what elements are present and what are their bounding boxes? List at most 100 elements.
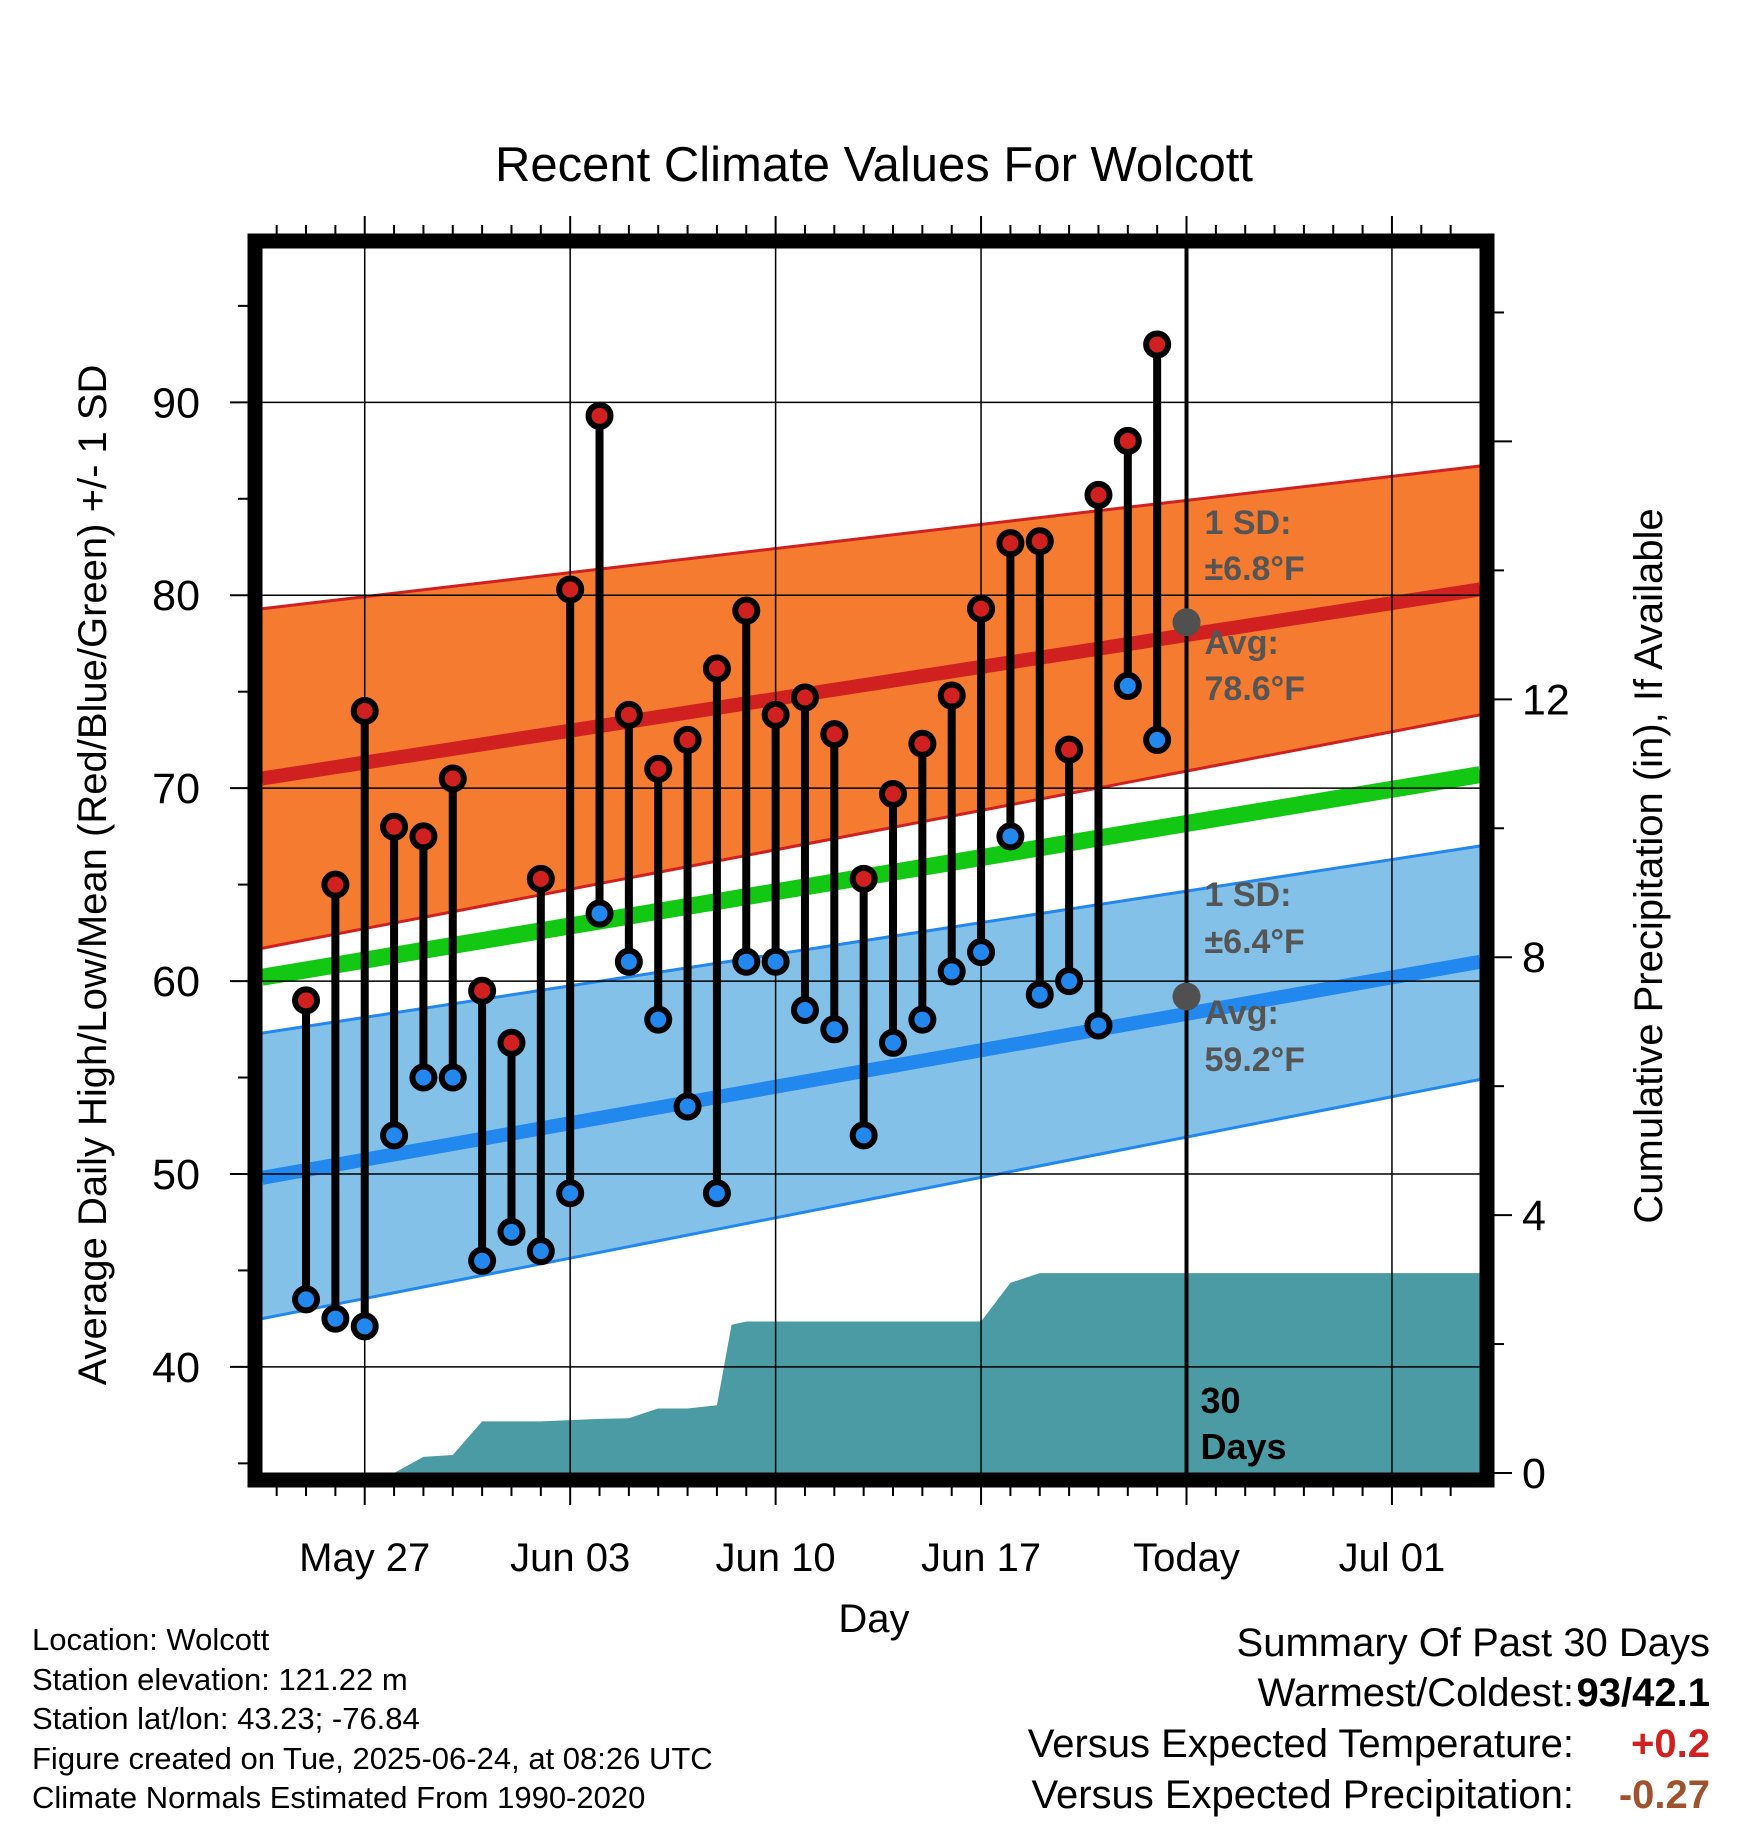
daily-low-point: [908, 1005, 937, 1034]
chart-title: Recent Climate Values For Wolcott: [495, 138, 1253, 192]
daily-low-point: [614, 947, 643, 976]
daily-high-point: [585, 401, 614, 430]
summary-row-extremes: Warmest/Coldest: 93/42.1: [950, 1668, 1710, 1719]
daily-high-point: [908, 729, 937, 758]
today-low-avg-marker: [1172, 982, 1201, 1011]
plot-area: 1 SD: ±6.8°F Avg: 78.6°F 1 SD: ±6.4°F Avg: 59.2…: [262, 248, 1480, 1473]
daily-high-point: [526, 864, 555, 893]
x-tick-label: Jul 01: [1339, 1536, 1446, 1580]
daily-low-point: [1143, 725, 1172, 754]
y2-tick-label: 12: [1522, 676, 1570, 724]
y-tick-label: 50: [152, 1151, 200, 1199]
daily-low-point: [526, 1237, 555, 1266]
station-info: Location: Wolcott Station elevation: 121…: [32, 1620, 713, 1818]
high-sd-value: ±6.8°F: [1205, 550, 1305, 588]
x-tick-label: Today: [1133, 1536, 1240, 1580]
x-tick-label: Jun 03: [510, 1536, 630, 1580]
daily-high-point: [497, 1028, 526, 1057]
daily-low-point: [849, 1121, 878, 1150]
axes: 40 50 60 70 80 90 0 4 8 12 May 27 Jun 03 Jun 10 Jun 1…: [152, 216, 1570, 1580]
daily-high-point: [321, 870, 350, 899]
daily-low-point: [702, 1179, 731, 1208]
daily-high-point: [409, 822, 438, 851]
high-lower-sd-line: [262, 713, 1480, 950]
daily-high-point: [673, 725, 702, 754]
summary-panel: Summary Of Past 30 Days Warmest/Coldest:…: [950, 1618, 1710, 1821]
daily-high-point: [732, 596, 761, 625]
daily-high-point: [380, 812, 409, 841]
daily-low-point: [1084, 1011, 1113, 1040]
y2-tick-label: 4: [1522, 1192, 1546, 1240]
temp-departure-label: Versus Expected Temperature:: [1027, 1722, 1574, 1766]
daily-low-point: [967, 938, 996, 967]
daily-low-point: [820, 1015, 849, 1044]
y-tick-label: 70: [152, 765, 200, 813]
daily-low-point: [556, 1179, 585, 1208]
daily-high-point: [1143, 330, 1172, 359]
daily-low-point: [673, 1092, 702, 1121]
daily-low-point: [1055, 967, 1084, 996]
high-normal-line: [262, 582, 1480, 786]
daily-low-point: [585, 899, 614, 928]
daily-high-point: [468, 976, 497, 1005]
daily-high-point: [790, 683, 819, 712]
daily-high-point: [996, 529, 1025, 558]
daily-high-point: [967, 594, 996, 623]
y2-tick-label: 8: [1522, 934, 1546, 982]
high-upper-sd-line: [262, 464, 1480, 611]
daily-high-point: [820, 720, 849, 749]
y-tick-label: 90: [152, 379, 200, 427]
daily-high-point: [761, 700, 790, 729]
daily-low-point: [996, 822, 1025, 851]
daily-low-point: [732, 947, 761, 976]
daily-high-point: [937, 681, 966, 710]
daily-high-point: [350, 696, 379, 725]
precip-departure-label: Versus Expected Precipitation:: [1031, 1773, 1574, 1817]
low-avg-value: 59.2°F: [1205, 1041, 1306, 1079]
x-tick-label: Jun 17: [921, 1536, 1041, 1580]
daily-high-point: [644, 754, 673, 783]
summary-row-temperature: Versus Expected Temperature: +0.2: [950, 1719, 1710, 1770]
daily-high-point: [614, 700, 643, 729]
precip-departure-value: -0.27: [1618, 1773, 1710, 1817]
x-tick-label: Jun 10: [716, 1536, 836, 1580]
daily-low-point: [292, 1285, 321, 1314]
daily-high-point: [1113, 426, 1142, 455]
low-upper-sd-line: [262, 844, 1480, 1035]
daily-low-point: [438, 1063, 467, 1092]
daily-high-point: [879, 779, 908, 808]
daily-low-point: [644, 1005, 673, 1034]
low-lower-sd-line: [262, 1077, 1480, 1321]
warmest-coldest-label: Warmest/Coldest:: [1257, 1671, 1574, 1715]
today-high-avg-marker: [1172, 608, 1201, 637]
daily-low-point: [497, 1217, 526, 1246]
high-avg-value: 78.6°F: [1205, 670, 1306, 708]
daily-low-point: [380, 1121, 409, 1150]
summary-row-precipitation: Versus Expected Precipitation: -0.27: [950, 1770, 1710, 1821]
summary-title: Summary Of Past 30 Days: [1236, 1621, 1710, 1665]
temp-departure-value: +0.2: [1631, 1722, 1710, 1766]
x-tick-label: May 27: [299, 1536, 430, 1580]
daily-low-point: [879, 1028, 908, 1057]
y-tick-label: 60: [152, 958, 200, 1006]
daily-high-point: [292, 986, 321, 1015]
daily-high-point: [1025, 527, 1054, 556]
high-sd-label: 1 SD:: [1205, 504, 1292, 542]
precip-area: [262, 1273, 1480, 1473]
daily-low-point: [1113, 671, 1142, 700]
low-normal-line: [262, 954, 1480, 1185]
daily-high-point: [438, 764, 467, 793]
daily-low-point: [1025, 980, 1054, 1009]
low-sd-label: 1 SD:: [1205, 876, 1292, 914]
low-sd-value: ±6.4°F: [1205, 923, 1305, 961]
x-axis-label: Day: [838, 1597, 909, 1641]
high-avg-label: Avg:: [1205, 624, 1279, 662]
latlon-text: Station lat/lon: 43.23; -76.84: [32, 1701, 420, 1736]
daily-low-point: [790, 996, 819, 1025]
y-axis-label: Average Daily High/Low/Mean (Red/Blue/Gr…: [71, 365, 115, 1386]
normals-text: Climate Normals Estimated From 1990-2020: [32, 1780, 646, 1815]
daily-low-point: [409, 1063, 438, 1092]
daily-high-point: [556, 575, 585, 604]
elevation-text: Station elevation: 121.22 m: [32, 1661, 408, 1697]
y2-axis-label: Cumulative Precipitation (in), If Availa…: [1627, 508, 1671, 1223]
